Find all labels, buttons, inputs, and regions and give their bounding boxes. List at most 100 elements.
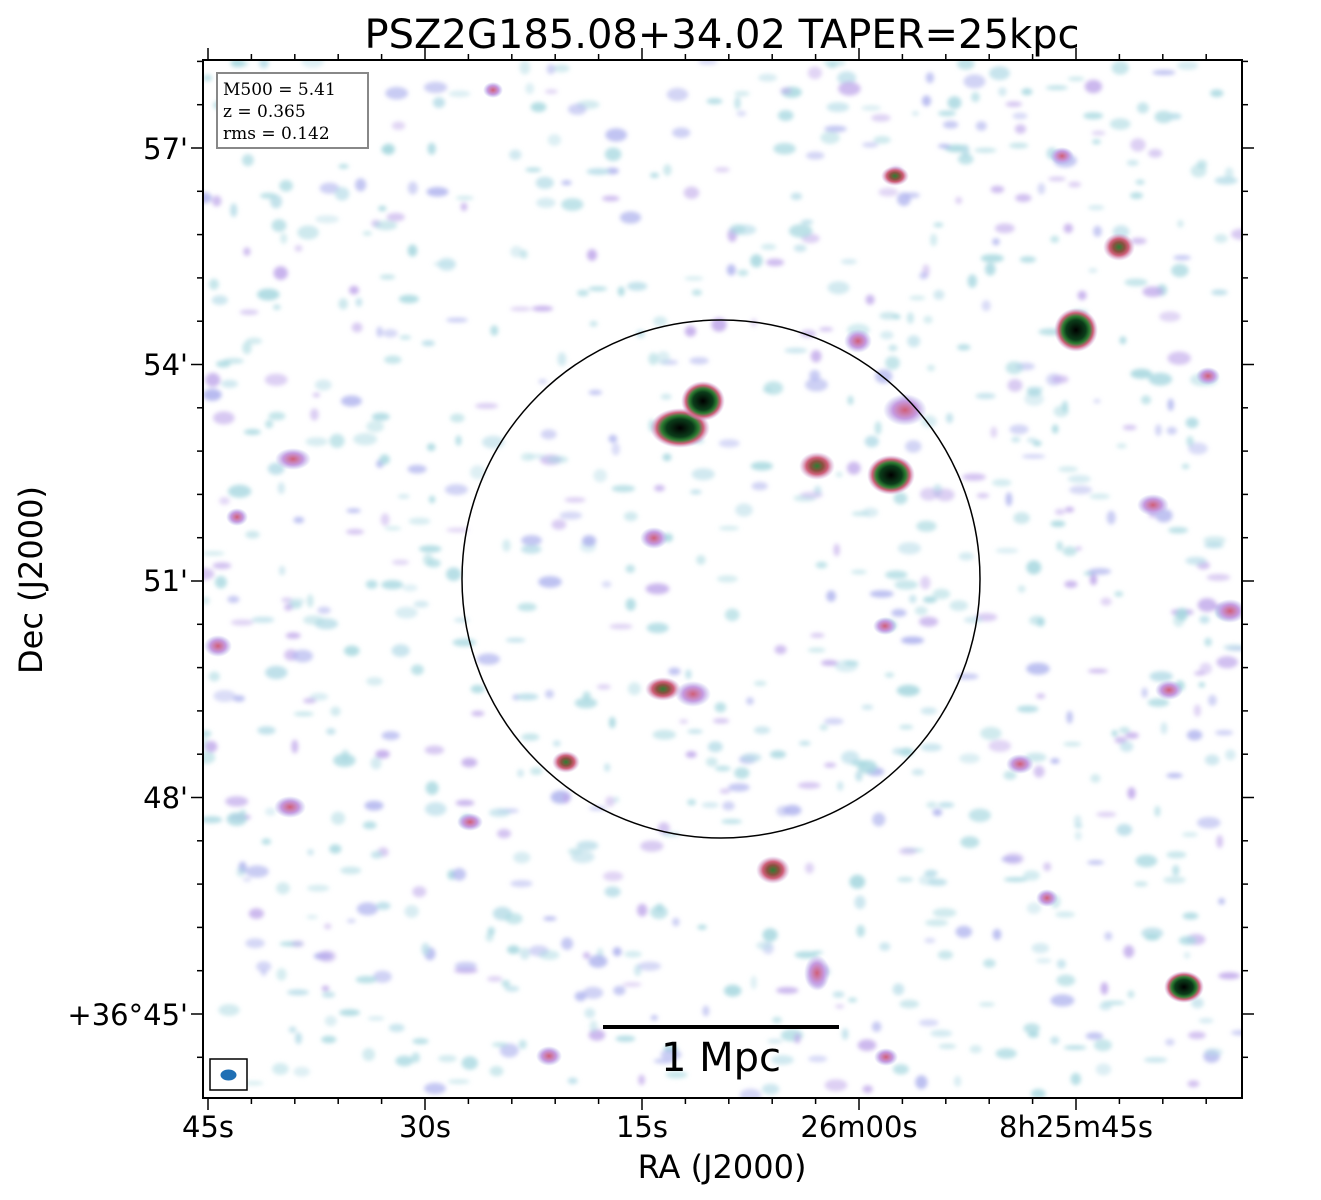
- noise-blob: [874, 421, 882, 435]
- noise-blob: [1204, 754, 1220, 766]
- noise-blob: [1148, 148, 1163, 158]
- noise-blob: [1061, 400, 1069, 413]
- noise-blob: [898, 847, 917, 855]
- noise-blob: [411, 1052, 421, 1063]
- noise-blob: [225, 796, 249, 807]
- noise-blob: [1198, 1018, 1214, 1024]
- medium-source: [1103, 233, 1135, 261]
- noise-blob: [378, 205, 387, 212]
- noise-blob: [897, 542, 922, 555]
- noise-blob: [920, 707, 937, 715]
- faint-source: [1137, 494, 1169, 516]
- noise-blob: [679, 719, 689, 724]
- noise-blob: [915, 1075, 928, 1090]
- noise-blob: [861, 105, 882, 111]
- bright-source: [867, 455, 915, 495]
- medium-source: [881, 166, 909, 186]
- noise-blob: [1204, 542, 1224, 549]
- noise-blob: [955, 673, 979, 680]
- noise-blob: [551, 519, 567, 530]
- noise-blob: [1050, 235, 1060, 243]
- noise-blob: [1171, 263, 1189, 278]
- noise-blob: [1193, 704, 1201, 717]
- noise-blob: [911, 768, 925, 776]
- noise-blob: [995, 1048, 1017, 1059]
- noise-blob: [450, 413, 465, 423]
- noise-blob: [470, 465, 486, 480]
- noise-blob: [619, 211, 642, 224]
- noise-blob: [538, 379, 547, 384]
- noise-blob: [491, 1042, 508, 1047]
- noise-blob: [615, 1035, 636, 1042]
- noise-blob: [489, 1066, 504, 1077]
- info-redshift: z = 0.365: [223, 102, 306, 122]
- noise-blob: [960, 836, 980, 848]
- noise-blob: [1043, 862, 1052, 872]
- noise-blob: [992, 928, 1002, 941]
- noise-blob: [854, 895, 866, 910]
- noise-blob: [338, 164, 349, 169]
- noise-blob: [968, 808, 991, 822]
- noise-blob: [734, 767, 750, 779]
- noise-blob: [994, 223, 1015, 234]
- noise-blob: [650, 172, 659, 178]
- noise-blob: [1197, 598, 1217, 612]
- noise-blob: [1181, 463, 1190, 470]
- noise-blob: [648, 352, 659, 365]
- noise-blob: [604, 886, 621, 897]
- noise-blob: [324, 923, 332, 930]
- noise-blob: [1056, 541, 1063, 552]
- noise-blob: [213, 411, 235, 425]
- noise-blob: [1116, 443, 1127, 449]
- noise-blob: [203, 816, 223, 824]
- faint-source: [1214, 599, 1242, 623]
- noise-blob: [684, 276, 704, 281]
- faint-source: [204, 635, 232, 657]
- noise-blob: [536, 197, 556, 208]
- noise-blob: [611, 442, 621, 456]
- noise-blob: [1204, 1048, 1223, 1056]
- noise-blob: [838, 81, 861, 96]
- noise-blob: [1013, 512, 1030, 524]
- noise-blob: [413, 600, 429, 608]
- noise-blob: [310, 408, 319, 421]
- faint-source: [640, 527, 668, 549]
- noise-blob: [588, 286, 608, 292]
- noise-blob: [1062, 546, 1077, 557]
- noise-blob: [388, 1023, 405, 1033]
- noise-blob: [827, 62, 838, 69]
- noise-blob: [349, 285, 359, 295]
- noise-blob: [955, 925, 973, 938]
- noise-blob: [1119, 741, 1134, 752]
- noise-blob: [355, 975, 377, 984]
- noise-blob: [373, 970, 392, 983]
- noise-blob: [1050, 1036, 1060, 1045]
- noise-blob: [257, 726, 276, 735]
- noise-blob: [918, 1019, 939, 1027]
- noise-blob: [892, 983, 905, 996]
- noise-blob: [256, 961, 272, 972]
- noise-blob: [646, 622, 669, 634]
- noise-blob: [346, 508, 361, 513]
- noise-blob: [379, 454, 390, 465]
- noise-blob: [656, 351, 670, 365]
- noise-blob: [1155, 424, 1162, 436]
- noise-blob: [893, 492, 908, 505]
- noise-blob: [959, 753, 980, 764]
- noise-blob: [543, 916, 557, 921]
- noise-blob: [245, 938, 265, 949]
- noise-blob: [1030, 1088, 1046, 1098]
- noise-blob: [750, 975, 757, 990]
- noise-blob: [1130, 192, 1143, 200]
- faint-source: [1155, 680, 1183, 700]
- noise-blob: [1116, 823, 1133, 836]
- noise-blob: [376, 901, 391, 910]
- noise-blob: [1007, 379, 1023, 392]
- noise-blob: [930, 233, 938, 247]
- noise-blob: [875, 369, 893, 384]
- noise-blob: [790, 192, 803, 200]
- noise-blob: [820, 131, 840, 144]
- noise-blob: [716, 575, 738, 583]
- noise-blob: [1050, 758, 1060, 764]
- noise-blob: [248, 908, 264, 919]
